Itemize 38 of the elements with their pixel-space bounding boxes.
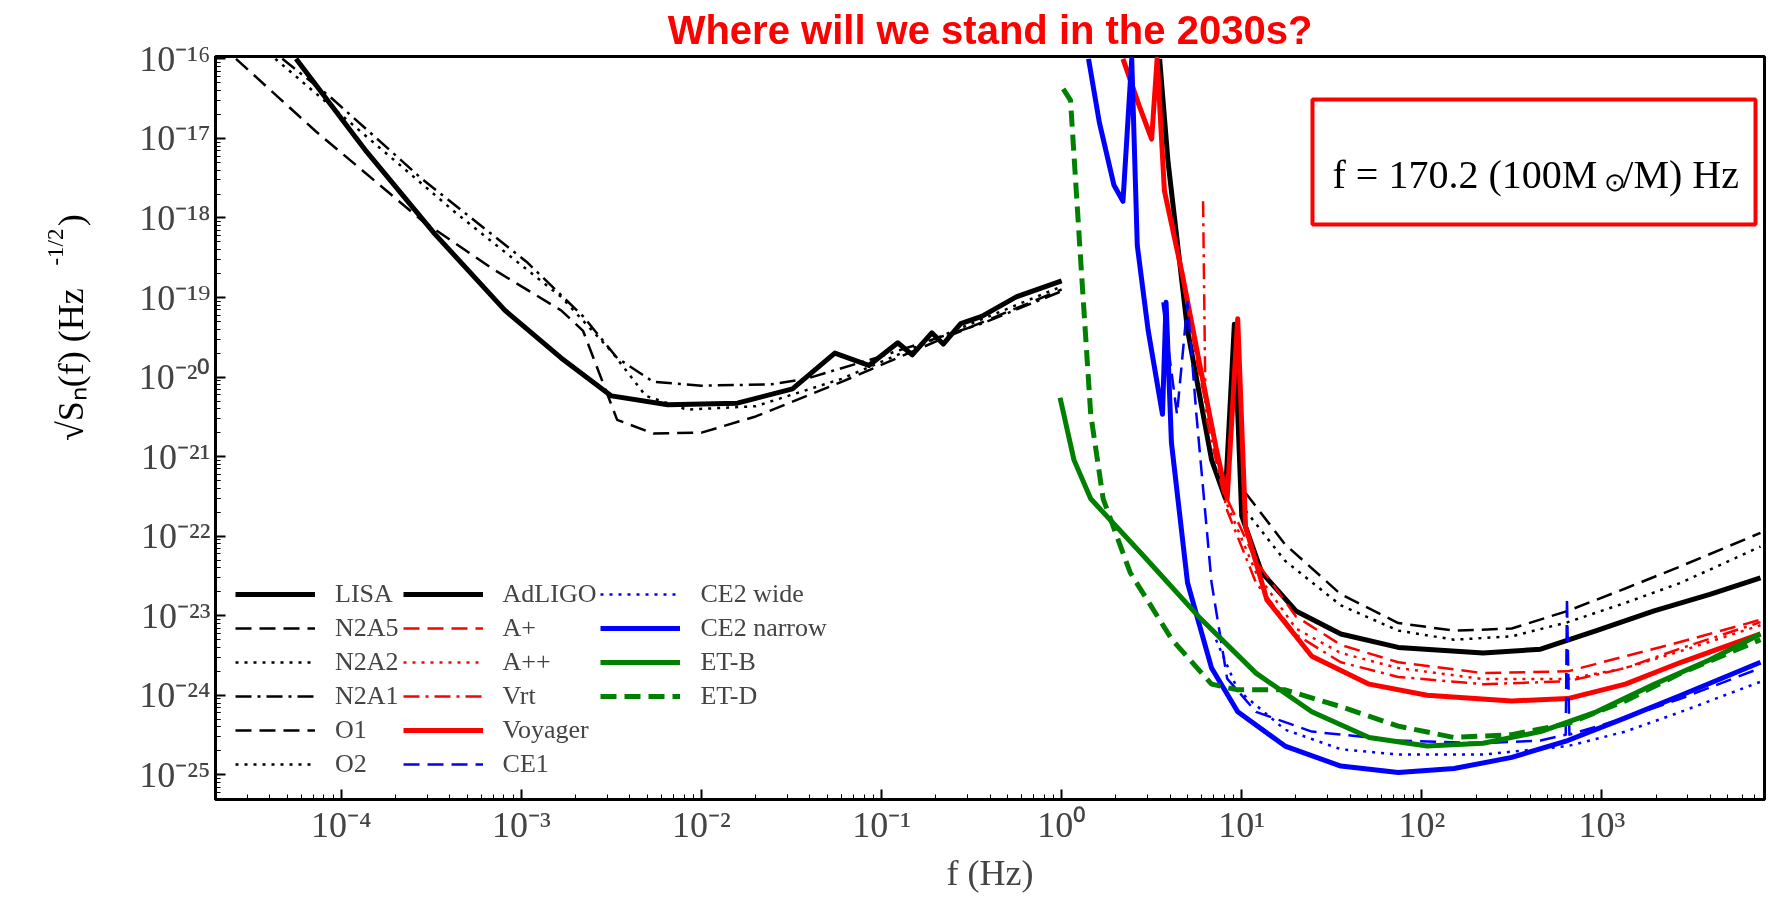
legend-label: CE2 narrow — [700, 613, 827, 643]
legend-label: CE2 wide — [700, 579, 804, 609]
y-tick-label: 10⁻¹⁸ — [139, 197, 211, 238]
legend-label: ET-B — [700, 647, 756, 677]
legend-label: O2 — [335, 749, 367, 779]
x-tick-label: 10³ — [1578, 804, 1626, 845]
y-tick-label: 10⁻¹⁹ — [139, 277, 211, 318]
y-tick-label: 10⁻²³ — [140, 595, 211, 636]
x-tick-label: 10⁰ — [1037, 804, 1087, 845]
y-axis-title: √Sₙ(f) (Hz-1/2) — [42, 214, 91, 441]
x-tick-label: 10² — [1398, 804, 1446, 845]
legend-label: LISA — [335, 579, 393, 609]
x-tick-label: 10⁻³ — [492, 804, 552, 845]
x-tick-label: 10⁻⁴ — [311, 804, 372, 845]
legend-label: AdLIGO — [502, 579, 597, 609]
y-tick-label: 10⁻¹⁷ — [139, 118, 211, 159]
y-tick-label: 10⁻¹⁶ — [139, 38, 211, 79]
legend-label: Vrt — [502, 681, 536, 711]
legend-label: O1 — [335, 715, 367, 745]
y-tick-label: 10⁻²⁰ — [138, 357, 211, 398]
legend-label: N2A1 — [335, 681, 399, 711]
y-tick-label: 10⁻²¹ — [140, 436, 211, 477]
x-axis-title: f (Hz) — [946, 852, 1034, 893]
legend-label: N2A5 — [335, 613, 399, 643]
legend-label: N2A2 — [335, 647, 399, 677]
legend-label: CE1 — [502, 749, 549, 779]
annotation: f = 170.2 (100M⊙/M) Hz — [1332, 152, 1739, 197]
legend-label: A+ — [502, 613, 537, 643]
legend-label: A++ — [502, 647, 551, 677]
legend-label: ET-D — [700, 681, 758, 711]
y-tick-label: 10⁻²⁴ — [139, 675, 211, 716]
y-tick-label: 10⁻²⁵ — [139, 754, 211, 795]
chart-title: Where will we stand in the 2030s? — [667, 7, 1313, 52]
x-tick-label: 10⁻¹ — [852, 804, 911, 845]
x-tick-label: 10¹ — [1218, 804, 1266, 845]
x-tick-label: 10⁻² — [672, 804, 731, 845]
legend-label: Voyager — [502, 715, 589, 745]
y-tick-label: 10⁻²² — [140, 516, 211, 557]
